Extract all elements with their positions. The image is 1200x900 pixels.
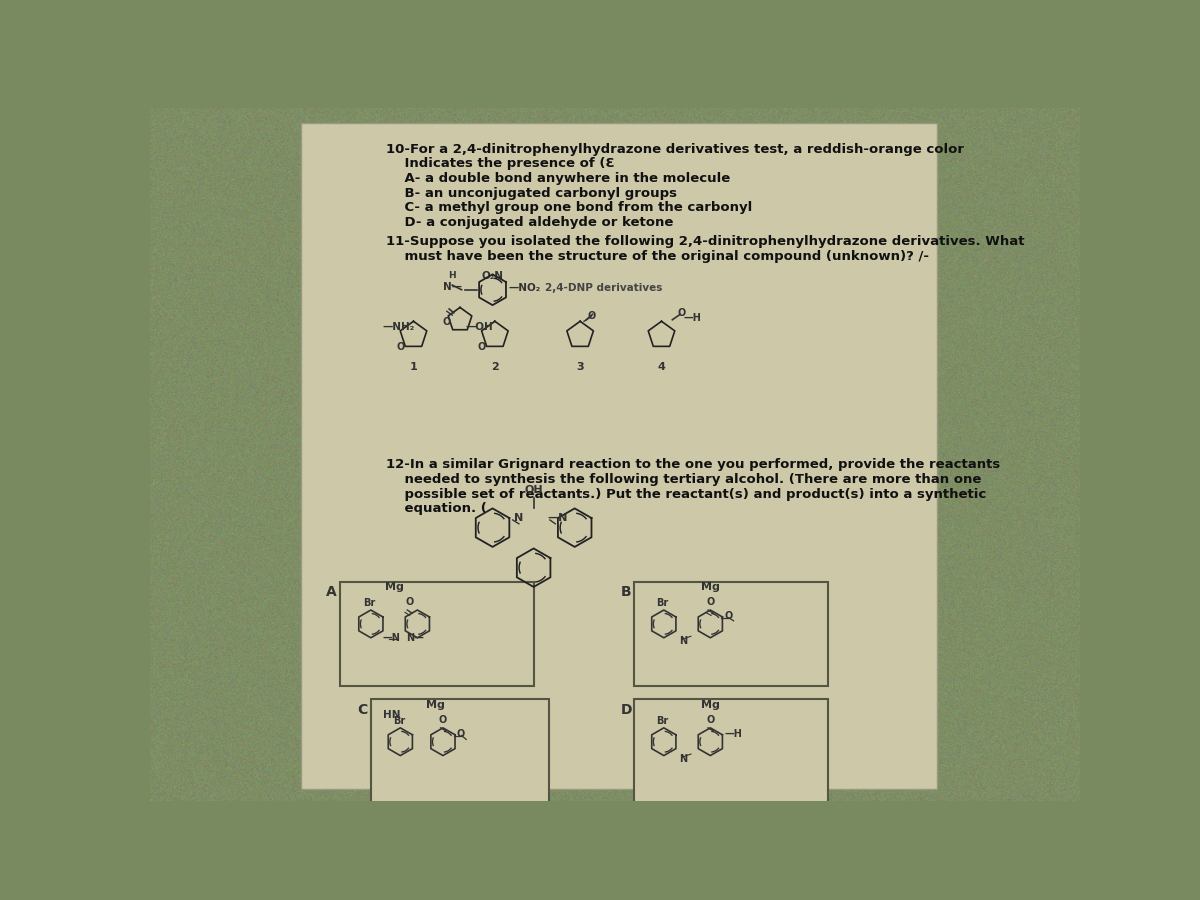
Text: O: O — [396, 342, 404, 352]
Text: —H: —H — [683, 313, 701, 323]
Text: O: O — [406, 597, 414, 607]
Bar — [371, 699, 550, 804]
Text: must have been the structure of the original compound (unknown)? /-: must have been the structure of the orig… — [386, 249, 929, 263]
Bar — [635, 699, 828, 804]
Text: Indicates the presence of (Ɛ: Indicates the presence of (Ɛ — [386, 158, 616, 170]
Text: Br: Br — [392, 716, 404, 725]
Bar — [340, 581, 534, 686]
Text: needed to synthesis the following tertiary alcohol. (There are more than one: needed to synthesis the following tertia… — [386, 473, 982, 486]
Text: O: O — [677, 308, 685, 318]
Text: 2: 2 — [491, 362, 499, 372]
Text: Mg: Mg — [701, 582, 720, 592]
Text: H: H — [449, 272, 456, 281]
Text: O: O — [478, 342, 486, 352]
Text: N: N — [679, 753, 688, 763]
Text: O: O — [588, 310, 596, 321]
Text: N: N — [679, 635, 688, 646]
Text: OH: OH — [524, 485, 542, 495]
Text: 11-Suppose you isolated the following 2,4-dinitrophenylhydrazone derivatives. Wh: 11-Suppose you isolated the following 2,… — [386, 235, 1025, 248]
Text: 10-For a 2,4-dinitrophenylhydrazone derivatives test, a reddish-orange color: 10-For a 2,4-dinitrophenylhydrazone deri… — [386, 142, 965, 156]
Text: equation. (: equation. ( — [386, 502, 487, 515]
Text: HN: HN — [383, 710, 401, 720]
Text: 2,4-DNP derivatives: 2,4-DNP derivatives — [545, 284, 662, 293]
Text: O: O — [706, 597, 714, 607]
Text: B: B — [620, 585, 631, 599]
Text: O: O — [706, 715, 714, 724]
Text: —N: —N — [383, 633, 401, 643]
Text: N—: N— — [443, 282, 462, 292]
Text: Mg: Mg — [701, 700, 720, 710]
Bar — [301, 123, 937, 789]
Text: Mg: Mg — [426, 700, 445, 710]
Text: Br: Br — [656, 598, 668, 608]
Text: Mg: Mg — [385, 582, 403, 592]
Text: D- a conjugated aldehyde or ketone: D- a conjugated aldehyde or ketone — [386, 216, 673, 229]
Text: C: C — [356, 703, 367, 717]
Text: C- a methyl group one bond from the carbonyl: C- a methyl group one bond from the carb… — [386, 202, 752, 214]
Text: O₂N: O₂N — [481, 271, 504, 281]
Text: —NO₂: —NO₂ — [509, 284, 541, 293]
Text: N—: N— — [406, 633, 424, 643]
Text: O: O — [439, 715, 448, 724]
Text: Br: Br — [364, 598, 376, 608]
Text: O: O — [443, 317, 451, 327]
Text: O: O — [457, 729, 466, 739]
Text: 3: 3 — [576, 362, 584, 372]
Text: 1: 1 — [409, 362, 418, 372]
Text: possible set of reactants.) Put the reactant(s) and product(s) into a synthetic: possible set of reactants.) Put the reac… — [386, 488, 986, 500]
Text: O: O — [725, 611, 732, 621]
Text: A- a double bond anywhere in the molecule: A- a double bond anywhere in the molecul… — [386, 172, 731, 184]
Text: Br: Br — [656, 716, 668, 725]
Text: —NH₂: —NH₂ — [383, 322, 415, 332]
Text: —N: —N — [547, 513, 568, 524]
Text: D: D — [620, 703, 632, 717]
Text: B- an unconjugated carbonyl groups: B- an unconjugated carbonyl groups — [386, 186, 677, 200]
Text: —OH: —OH — [466, 322, 493, 332]
Text: —H: —H — [725, 729, 742, 739]
Text: 4: 4 — [658, 362, 666, 372]
Bar — [635, 581, 828, 686]
Text: A: A — [326, 585, 337, 599]
Text: 12-In a similar Grignard reaction to the one you performed, provide the reactant: 12-In a similar Grignard reaction to the… — [386, 458, 1001, 472]
Text: N: N — [515, 513, 523, 524]
